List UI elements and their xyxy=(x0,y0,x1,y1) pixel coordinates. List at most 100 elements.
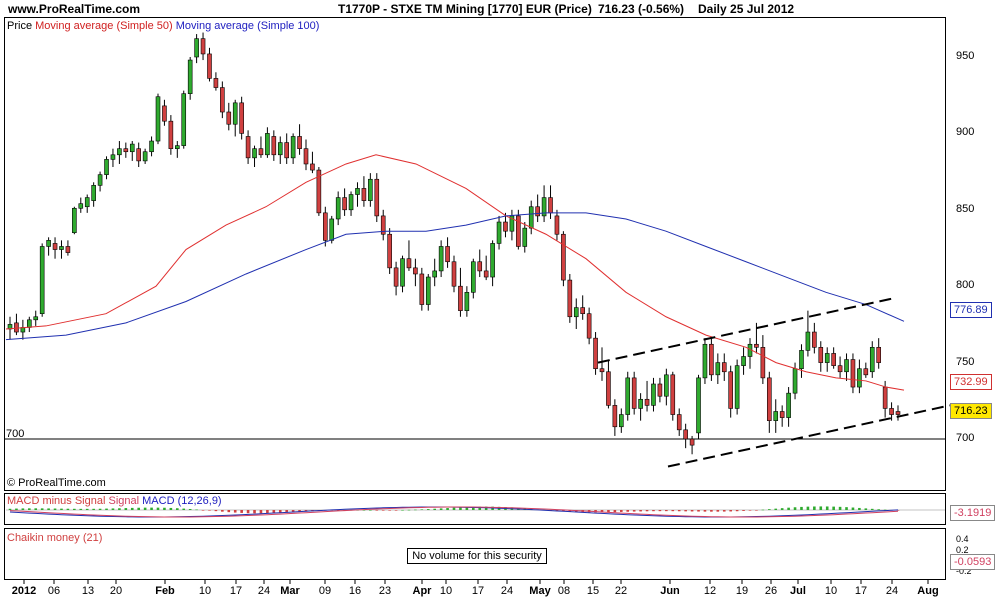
macd-histogram-bar xyxy=(748,510,752,511)
candle-up xyxy=(265,133,270,156)
macd-histogram-bar xyxy=(221,510,224,512)
candle-down xyxy=(207,53,212,79)
macd-histogram-bar xyxy=(452,507,456,510)
macd-histogram-bar xyxy=(465,507,469,510)
month-tick-label: Jun xyxy=(660,585,680,597)
macd-histogram-bar xyxy=(92,508,95,510)
candle-down xyxy=(863,368,869,376)
macd-histogram-bar xyxy=(684,510,687,512)
chaikin-tick-label: 0.2 xyxy=(956,545,969,555)
macd-histogram-bar xyxy=(246,510,250,514)
legend-macd-main: MACD (12,26,9) xyxy=(142,495,222,507)
price-tick-label: 750 xyxy=(956,355,975,368)
candle-up xyxy=(541,197,547,217)
candle-down xyxy=(297,136,302,149)
macd-histogram-bar xyxy=(620,510,623,512)
candle-up xyxy=(110,154,116,160)
day-tick-label: 17 xyxy=(229,585,243,597)
candle-down xyxy=(561,233,566,281)
candle-down xyxy=(239,102,244,134)
candle-up xyxy=(625,377,631,415)
macd-histogram-bar xyxy=(735,510,739,512)
macd-histogram-bar xyxy=(163,507,166,510)
macd-histogram-bar xyxy=(761,509,765,511)
macd-histogram-bar xyxy=(188,509,192,510)
trend-line xyxy=(667,404,951,468)
candle-up xyxy=(117,148,122,156)
macd-signal-line xyxy=(9,506,899,518)
chaikin-value-box: -0.0593 xyxy=(950,554,996,570)
candle-down xyxy=(593,337,598,370)
candle-up xyxy=(104,159,109,175)
candle-up xyxy=(773,411,779,421)
macd-histogram-bar xyxy=(832,506,835,510)
macd-histogram-bar xyxy=(98,508,102,510)
macd-histogram-bar xyxy=(825,506,829,510)
day-tick-label: 15 xyxy=(586,585,600,597)
macd-histogram-bar xyxy=(639,510,642,512)
candle-down xyxy=(136,148,141,162)
candle-down xyxy=(554,215,560,235)
macd-histogram-bar xyxy=(472,506,475,510)
macd-histogram-bar xyxy=(369,509,372,511)
legend-price: Price xyxy=(7,20,33,32)
candle-down xyxy=(245,136,251,159)
ma100-line xyxy=(5,212,905,341)
macd-histogram-bar xyxy=(291,510,295,513)
macd-histogram-bar xyxy=(665,510,668,512)
candle-down xyxy=(445,246,450,263)
macd-histogram-bar xyxy=(813,506,816,510)
candle-down xyxy=(599,368,605,373)
candle-down xyxy=(323,212,328,241)
period-label: Daily 25 Jul 2012 xyxy=(698,2,795,16)
macd-histogram-bar xyxy=(690,510,694,512)
macd-histogram-bar xyxy=(182,508,186,510)
legend-ma100: Moving average (Simple 100) xyxy=(175,20,320,32)
candle-down xyxy=(889,408,894,415)
macd-histogram-bar xyxy=(671,510,675,512)
candle-up xyxy=(786,392,791,418)
macd-histogram-bar xyxy=(478,506,482,510)
candle-up xyxy=(400,258,405,287)
macd-histogram-bar xyxy=(28,508,31,510)
candle-up xyxy=(844,359,849,373)
candle-down xyxy=(644,398,650,406)
macd-histogram-bar xyxy=(755,510,758,511)
day-tick-label: 08 xyxy=(557,585,571,597)
site-url[interactable]: www.ProRealTime.com xyxy=(8,2,141,16)
candle-down xyxy=(65,246,71,253)
macd-histogram-bar xyxy=(877,509,880,510)
candle-down xyxy=(303,148,309,165)
macd-histogram-bar xyxy=(21,508,25,510)
candle-down xyxy=(683,429,688,440)
macd-histogram-bar xyxy=(446,508,449,510)
candle-down xyxy=(451,261,457,287)
macd-histogram-bar xyxy=(626,510,630,512)
ma50-value-box: 732.99 xyxy=(950,374,992,390)
candle-down xyxy=(837,365,843,373)
macd-legend: MACD minus Signal Signal MACD (12,26,9) xyxy=(7,495,222,507)
macd-histogram-bar xyxy=(774,508,778,510)
candle-up xyxy=(39,246,45,315)
macd-histogram-bar xyxy=(426,509,430,510)
candle-down xyxy=(586,313,592,339)
macd-value-box: -3.1919 xyxy=(950,505,996,521)
candle-up xyxy=(799,350,804,370)
macd-histogram-bar xyxy=(259,510,263,514)
candle-up xyxy=(425,276,431,305)
candle-up xyxy=(290,136,296,159)
macd-histogram-bar xyxy=(484,506,488,510)
macd-histogram-bar xyxy=(111,508,115,510)
candle-down xyxy=(882,386,888,409)
macd-histogram-bar xyxy=(780,508,784,510)
candle-down xyxy=(213,78,219,88)
day-tick-label: 24 xyxy=(257,585,271,597)
day-tick-label: 23 xyxy=(378,585,392,597)
macd-histogram-bar xyxy=(60,508,63,510)
candle-down xyxy=(767,377,772,421)
candle-down xyxy=(676,414,682,431)
macd-histogram-bar xyxy=(233,510,237,513)
price-value-box: 716.23 xyxy=(950,403,992,419)
candle-down xyxy=(631,377,637,409)
